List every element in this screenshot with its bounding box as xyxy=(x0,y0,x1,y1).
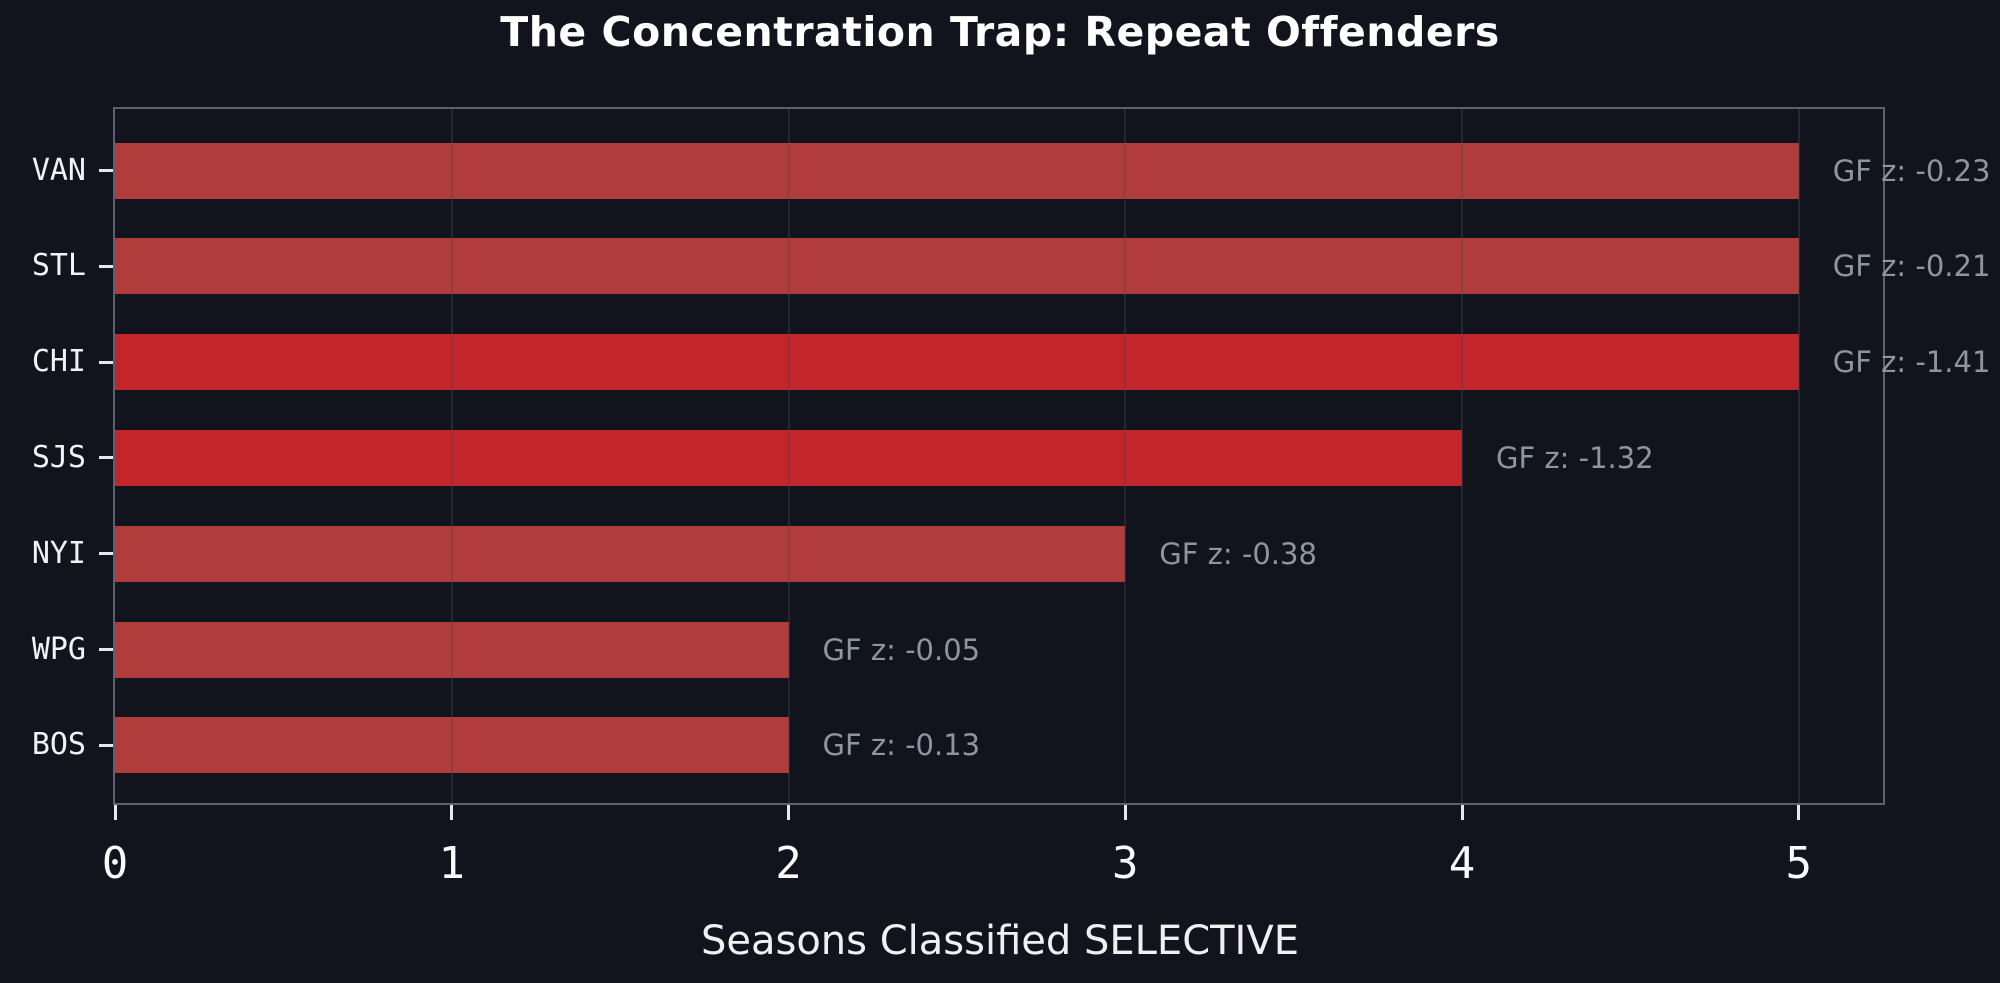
bar-annotation-stl: GF z: -0.21 xyxy=(1832,249,1991,284)
x-tick-mark-1 xyxy=(450,805,454,820)
y-tick-label-bos: BOS xyxy=(31,727,86,763)
bar-nyi xyxy=(115,525,1126,582)
y-tick-mark-stl xyxy=(99,264,113,268)
x-tick-mark-3 xyxy=(1123,805,1127,820)
gridline-x-2 xyxy=(787,109,790,803)
y-tick-label-sjs: SJS xyxy=(31,439,86,475)
y-tick-mark-van xyxy=(99,169,113,172)
y-tick-mark-chi xyxy=(99,360,113,364)
bar-bos xyxy=(115,717,789,774)
bar-van xyxy=(115,142,1799,199)
chart-title: The Concentration Trap: Repeat Offenders xyxy=(500,8,1500,56)
x-tick-label-0: 0 xyxy=(101,838,129,889)
bar-wpg xyxy=(115,621,789,678)
gridline-x-4 xyxy=(1461,109,1464,803)
x-tick-label-1: 1 xyxy=(438,838,466,889)
x-tick-mark-2 xyxy=(787,805,791,820)
y-tick-label-wpg: WPG xyxy=(31,631,86,667)
bar-annotation-chi: GF z: -1.41 xyxy=(1832,345,1991,380)
x-tick-label-3: 3 xyxy=(1112,838,1139,889)
bar-annotation-van: GF z: -0.23 xyxy=(1832,153,1991,188)
x-axis-label: Seasons Classified SELECTIVE xyxy=(700,918,1299,964)
x-tick-label-2: 2 xyxy=(775,838,802,889)
x-tick-label-5: 5 xyxy=(1785,838,1813,889)
y-tick-label-stl: STL xyxy=(31,248,86,284)
y-tick-mark-bos xyxy=(99,743,113,747)
y-tick-mark-wpg xyxy=(99,648,113,651)
x-tick-mark-4 xyxy=(1460,805,1464,820)
x-tick-label-4: 4 xyxy=(1448,838,1476,889)
bar-annotation-nyi: GF z: -0.38 xyxy=(1159,536,1317,571)
y-tick-mark-nyi xyxy=(99,552,113,556)
gridline-x-3 xyxy=(1124,109,1127,803)
gridline-x-1 xyxy=(450,109,453,803)
y-tick-label-nyi: NYI xyxy=(31,535,86,571)
bar-annotation-bos: GF z: -0.13 xyxy=(822,728,981,763)
x-tick-mark-0 xyxy=(113,805,117,820)
bar-annotation-wpg: GF z: -0.05 xyxy=(822,632,981,667)
y-tick-label-chi: CHI xyxy=(31,344,86,380)
bar-stl xyxy=(115,238,1799,295)
y-tick-mark-sjs xyxy=(99,456,113,460)
bar-annotation-sjs: GF z: -1.32 xyxy=(1496,440,1654,475)
plot-area: GF z: -0.23 GF z: -0.21 GF z: -1.41 GF z: -… xyxy=(113,107,1990,805)
bar-chi xyxy=(115,334,1799,391)
y-tick-label-van: VAN xyxy=(31,152,86,188)
bar-sjs xyxy=(115,429,1463,486)
x-tick-mark-5 xyxy=(1797,805,1801,820)
gridline-x-5 xyxy=(1797,109,1800,803)
